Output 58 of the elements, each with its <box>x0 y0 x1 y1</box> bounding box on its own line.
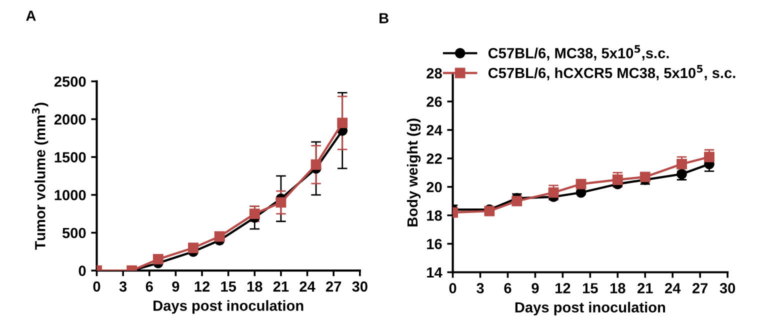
y-tick-label: 24 <box>426 125 442 136</box>
x-tick-label: 9 <box>172 281 180 292</box>
x-tick-label: 18 <box>247 281 262 292</box>
point <box>704 152 714 162</box>
y-axis-title: Body weight (g) <box>406 118 421 226</box>
x-tick-label: 12 <box>194 281 210 292</box>
point <box>512 196 522 206</box>
x-tick-label: 27 <box>692 283 708 294</box>
point <box>640 172 650 182</box>
y-tick-label: 28 <box>426 68 442 78</box>
y-tick-label: 18 <box>427 210 442 221</box>
point <box>310 159 322 170</box>
y-tick-label: 22 <box>426 154 442 164</box>
x-tick-label: 6 <box>504 283 512 294</box>
point <box>612 174 623 185</box>
point <box>676 158 687 170</box>
x-tick-label: 9 <box>532 283 539 294</box>
chart-title: B <box>380 13 388 24</box>
y-tick-label: 20 <box>426 182 442 192</box>
x-tick-label: 15 <box>221 282 236 292</box>
y-tick-label: 26 <box>426 96 442 107</box>
x-axis-title: Days post inoculation <box>154 300 304 314</box>
x-tick-label: 21 <box>273 281 289 292</box>
legend-label: C57BL/6, MC38, 5x10$^{5}$,s.c. <box>488 45 669 60</box>
x-tick-label: 15 <box>582 283 598 294</box>
y-tick-label: 14 <box>427 267 442 278</box>
point <box>548 187 559 198</box>
x-tick-label: 3 <box>476 283 484 294</box>
x-tick-label: 0 <box>93 281 100 292</box>
y-tick-label: 16 <box>427 238 442 250</box>
x-tick-label: 21 <box>638 283 653 294</box>
point <box>152 254 164 264</box>
point <box>337 118 348 128</box>
y-tick-label: 1500 <box>54 152 86 162</box>
point <box>249 208 260 220</box>
x-axis-title: Days post inoculation <box>515 302 666 316</box>
x-tick-label: 3 <box>119 281 127 292</box>
point <box>188 242 198 254</box>
x-tick-label: 18 <box>610 283 626 294</box>
x-tick-label: 30 <box>352 281 368 292</box>
y-tick-label: 2000 <box>54 114 86 125</box>
x-tick-label: 12 <box>556 283 570 294</box>
point <box>576 178 586 190</box>
point <box>276 197 286 208</box>
legend-label: C57BL/6, hCXCR5 MC38, 5x10$^{5}$, s.c. <box>488 65 736 80</box>
x-tick-label: 0 <box>449 283 456 294</box>
x-tick-label: 6 <box>146 281 153 292</box>
x-tick-label: 24 <box>665 283 681 294</box>
y-tick-label: 0 <box>78 266 86 276</box>
y-tick-label: 500 <box>62 228 86 238</box>
x-tick-label: 27 <box>326 281 342 292</box>
x-tick-label: 24 <box>300 281 316 292</box>
y-tick-label: 1000 <box>54 190 86 200</box>
chart-title: A <box>26 10 36 21</box>
y-tick-label: 2500 <box>54 76 86 87</box>
point <box>214 231 225 242</box>
x-tick-label: 30 <box>720 283 736 294</box>
y-axis-title: Tumor volume (mm$^{3}$) <box>32 102 48 250</box>
